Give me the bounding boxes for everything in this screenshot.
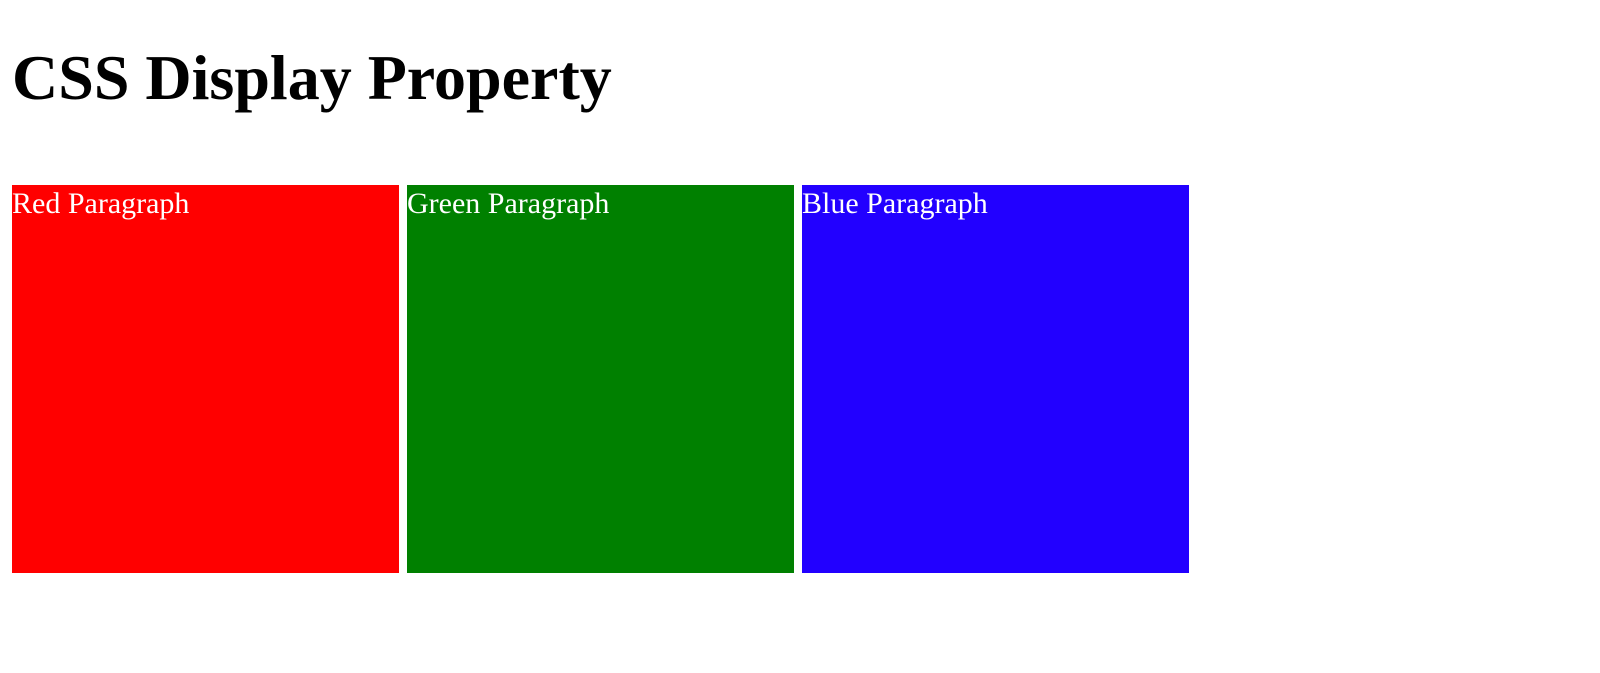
paragraph-row: Red Paragraph Green Paragraph Blue Parag… <box>12 185 1189 573</box>
red-paragraph: Red Paragraph <box>12 185 399 573</box>
green-paragraph: Green Paragraph <box>407 185 794 573</box>
page-title: CSS Display Property <box>12 42 612 113</box>
blue-paragraph: Blue Paragraph <box>802 185 1189 573</box>
